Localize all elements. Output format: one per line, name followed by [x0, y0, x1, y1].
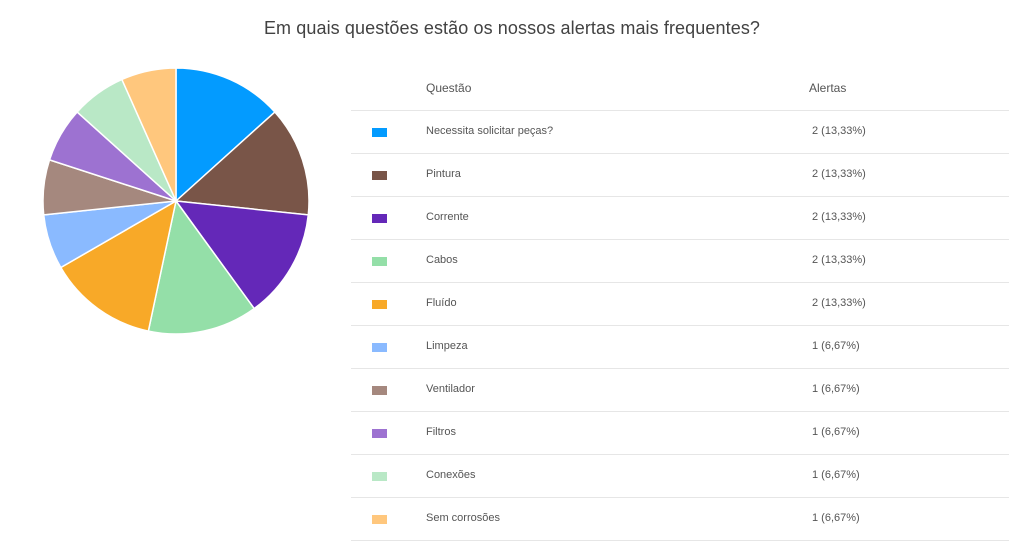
- row-value: 1 (6,67%): [812, 469, 860, 481]
- color-swatch-icon: [372, 128, 387, 137]
- table-row[interactable]: Filtros 1 (6,67%): [351, 412, 1009, 455]
- pie-chart: [42, 67, 310, 335]
- row-value: 2 (13,33%): [812, 254, 866, 266]
- color-swatch-icon: [372, 300, 387, 309]
- row-label: Filtros: [426, 426, 456, 438]
- row-label: Conexões: [426, 469, 476, 481]
- table-row[interactable]: Cabos 2 (13,33%): [351, 240, 1009, 283]
- table-row[interactable]: Corrente 2 (13,33%): [351, 197, 1009, 240]
- pie-slice[interactable]: [59, 199, 178, 332]
- table-row[interactable]: Conexões 1 (6,67%): [351, 455, 1009, 498]
- color-swatch-icon: [372, 343, 387, 352]
- color-swatch-icon: [372, 257, 387, 266]
- table-row[interactable]: Pintura 2 (13,33%): [351, 154, 1009, 197]
- color-swatch-icon: [372, 429, 387, 438]
- row-value: 1 (6,67%): [812, 512, 860, 524]
- pie-slice[interactable]: [174, 200, 310, 310]
- row-label: Sem corrosões: [426, 512, 500, 524]
- row-label: Corrente: [426, 211, 469, 223]
- row-label: Limpeza: [426, 340, 468, 352]
- row-value: 2 (13,33%): [812, 125, 866, 137]
- row-value: 1 (6,67%): [812, 383, 860, 395]
- row-label: Fluído: [426, 297, 457, 309]
- chart-title: Em quais questões estão os nossos alerta…: [263, 18, 761, 38]
- row-label: Necessita solicitar peças?: [426, 125, 554, 137]
- color-swatch-icon: [372, 515, 387, 524]
- row-label: Pintura: [426, 168, 461, 180]
- header-alerts[interactable]: Alertas: [809, 81, 847, 95]
- pie-slice[interactable]: [120, 67, 177, 202]
- header-question[interactable]: Questão: [426, 81, 472, 95]
- table-header: Questão Alertas: [351, 66, 1009, 111]
- color-swatch-icon: [372, 171, 387, 180]
- row-value: 2 (13,33%): [812, 168, 866, 180]
- table-row[interactable]: Fluído 2 (13,33%): [351, 283, 1009, 326]
- row-label: Ventilador: [426, 383, 475, 395]
- legend-table: Questão Alertas Necessita solicitar peça…: [351, 66, 1009, 541]
- pie-slice[interactable]: [175, 67, 276, 203]
- row-value: 2 (13,33%): [812, 211, 866, 223]
- row-value: 2 (13,33%): [812, 297, 866, 309]
- table-row[interactable]: Necessita solicitar peças? 2 (13,33%): [351, 111, 1009, 154]
- color-swatch-icon: [372, 472, 387, 481]
- pie-slice[interactable]: [174, 110, 310, 216]
- row-value: 1 (6,67%): [812, 426, 860, 438]
- row-label: Cabos: [426, 254, 458, 266]
- table-row[interactable]: Ventilador 1 (6,67%): [351, 369, 1009, 412]
- row-value: 1 (6,67%): [812, 340, 860, 352]
- table-row[interactable]: Limpeza 1 (6,67%): [351, 326, 1009, 369]
- table-row[interactable]: Sem corrosões 1 (6,67%): [351, 498, 1009, 541]
- color-swatch-icon: [372, 214, 387, 223]
- color-swatch-icon: [372, 386, 387, 395]
- pie-slice[interactable]: [147, 199, 256, 335]
